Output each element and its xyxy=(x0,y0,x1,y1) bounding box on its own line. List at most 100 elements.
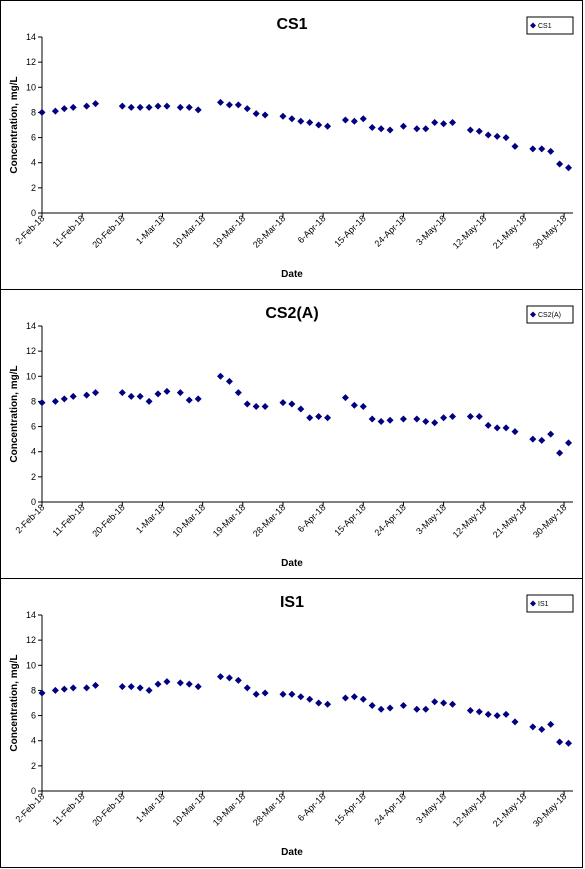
data-point xyxy=(529,435,537,443)
data-point xyxy=(386,416,394,424)
data-point xyxy=(234,389,242,397)
data-point xyxy=(83,684,91,692)
data-point xyxy=(377,705,385,713)
data-point xyxy=(92,100,100,108)
legend-label: CS1 xyxy=(538,23,552,30)
legend: CS2(A) xyxy=(526,305,574,324)
y-tick-label: 10 xyxy=(26,371,36,381)
x-tick-label: 2-Feb-18 xyxy=(14,502,47,535)
data-point xyxy=(511,428,519,436)
data-point xyxy=(225,377,233,385)
chart-title: CS2(A) xyxy=(265,305,318,322)
x-tick-label: 28-Mar-18 xyxy=(251,502,287,538)
data-point xyxy=(297,405,305,413)
x-tick-label: 12-May-18 xyxy=(451,502,488,539)
data-point xyxy=(145,686,153,694)
y-tick-label: 14 xyxy=(26,32,36,42)
data-point xyxy=(315,413,323,421)
data-point xyxy=(163,387,171,395)
data-point xyxy=(431,118,439,126)
legend-box xyxy=(526,305,574,324)
y-tick-label: 4 xyxy=(31,158,36,168)
y-tick-label: 6 xyxy=(31,133,36,143)
x-axis-title: Date xyxy=(281,847,303,858)
data-point xyxy=(538,436,546,444)
data-point xyxy=(547,720,555,728)
data-point xyxy=(341,394,349,402)
legend-marker xyxy=(530,311,536,318)
data-point xyxy=(368,124,376,132)
data-point xyxy=(288,690,296,698)
y-tick-label: 8 xyxy=(31,685,36,695)
data-point xyxy=(502,710,510,718)
data-point xyxy=(538,145,546,153)
y-tick-label: 0 xyxy=(31,208,36,218)
data-point xyxy=(466,413,474,421)
x-axis-title: Date xyxy=(281,558,303,569)
legend-box xyxy=(526,594,574,613)
x-tick-label: 1-Mar-18 xyxy=(134,791,167,824)
y-tick-label: 2 xyxy=(31,472,36,482)
y-axis-title: Concentration, mg/L xyxy=(9,76,20,173)
data-point xyxy=(386,126,394,134)
data-point xyxy=(422,705,430,713)
x-tick-label: 10-Mar-18 xyxy=(171,791,207,827)
data-point xyxy=(413,705,421,713)
x-tick-label: 19-Mar-18 xyxy=(211,502,247,538)
x-tick-label: 1-Mar-18 xyxy=(134,213,167,246)
data-point xyxy=(279,112,287,120)
y-axis-title: Concentration, mg/L xyxy=(9,654,20,751)
data-point xyxy=(243,684,251,692)
data-point xyxy=(350,401,358,409)
x-tick-label: 2-Feb-18 xyxy=(14,213,47,246)
data-point xyxy=(194,683,202,691)
x-tick-label: 3-May-18 xyxy=(414,213,448,247)
x-tick-label: 21-May-18 xyxy=(491,791,528,828)
data-point xyxy=(252,690,260,698)
x-tick-label: 12-May-18 xyxy=(451,791,488,828)
data-point xyxy=(176,679,184,687)
data-point xyxy=(306,118,314,126)
data-point xyxy=(484,710,492,718)
data-point xyxy=(556,449,564,457)
data-point xyxy=(154,680,162,688)
data-point xyxy=(38,399,46,407)
x-tick-label: 30-May-18 xyxy=(531,502,568,539)
x-tick-label: 24-Apr-18 xyxy=(372,791,407,826)
data-point xyxy=(60,105,68,113)
data-point xyxy=(413,125,421,133)
legend-label: CS2(A) xyxy=(538,312,561,319)
data-point xyxy=(422,418,430,426)
data-point xyxy=(440,414,448,422)
y-tick-label: 8 xyxy=(31,396,36,406)
data-point xyxy=(315,699,323,707)
x-tick-label: 6-Apr-18 xyxy=(296,502,328,534)
data-point xyxy=(261,402,269,410)
data-point xyxy=(38,108,46,116)
data-point xyxy=(176,103,184,111)
x-tick-label: 24-Apr-18 xyxy=(372,213,407,248)
data-point xyxy=(565,164,573,172)
data-point xyxy=(216,372,224,380)
data-point xyxy=(92,681,100,689)
y-axis-title: Concentration, mg/L xyxy=(9,365,20,462)
data-point xyxy=(315,121,323,129)
x-tick-label: 20-Feb-18 xyxy=(90,791,126,827)
x-tick-label: 15-Apr-18 xyxy=(332,791,367,826)
data-point xyxy=(69,103,77,111)
data-point xyxy=(502,134,510,142)
data-point xyxy=(185,680,193,688)
data-point xyxy=(136,392,144,400)
data-point xyxy=(431,698,439,706)
data-point xyxy=(324,122,332,130)
data-point xyxy=(252,110,260,118)
data-point xyxy=(225,674,233,682)
data-point xyxy=(493,132,501,140)
chart-panel-is1: IS1 0 2 4 6 8 10 12 14 2-Feb-18 11-Feb-18 20-Feb-18… xyxy=(0,578,583,868)
x-tick-label: 19-Mar-18 xyxy=(211,791,247,827)
data-point xyxy=(547,147,555,155)
data-point xyxy=(163,678,171,686)
data-point xyxy=(324,414,332,422)
data-point xyxy=(216,98,224,106)
data-point xyxy=(252,402,260,410)
